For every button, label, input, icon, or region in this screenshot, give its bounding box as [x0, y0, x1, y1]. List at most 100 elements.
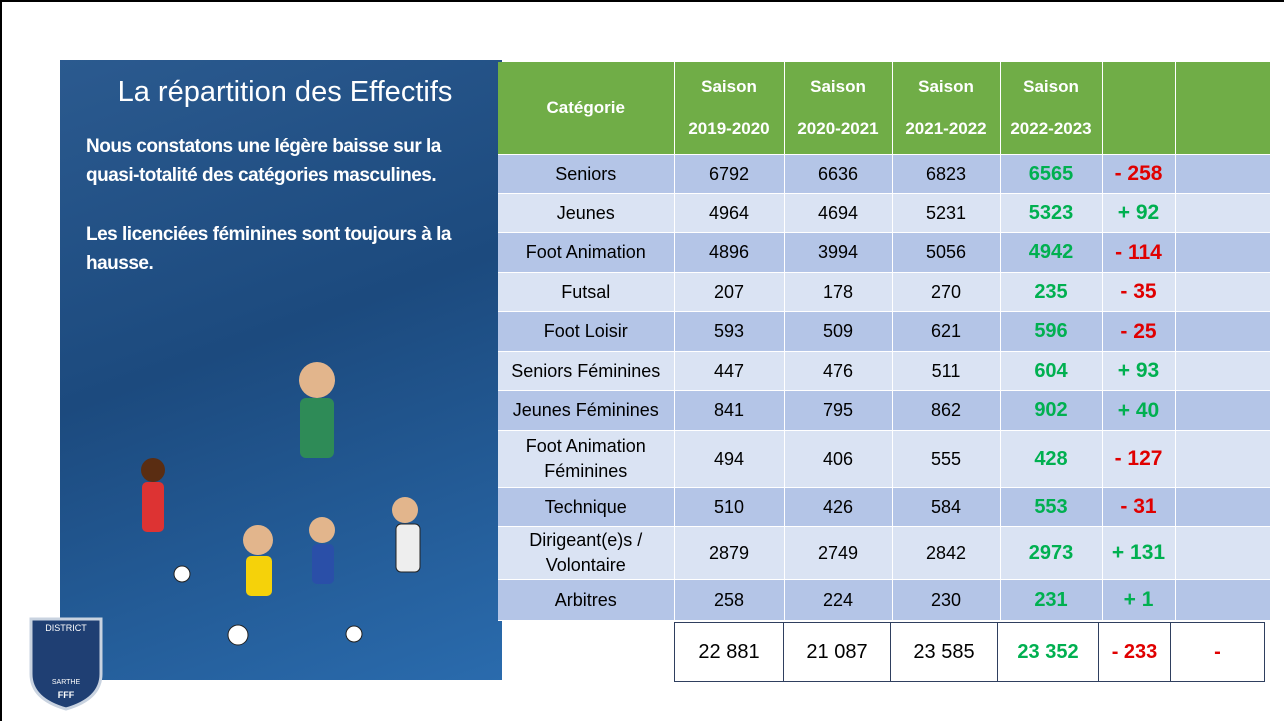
- cell: Seniors: [498, 154, 675, 194]
- row: Foot Animation 4896 3994 5056 4942- 114: [498, 232, 1271, 273]
- cell: 6565: [1000, 154, 1103, 194]
- header-text: 2020-2021: [797, 119, 879, 138]
- cell: 4896: [674, 232, 785, 273]
- cell: 593: [674, 311, 785, 352]
- cell: 476: [784, 351, 893, 391]
- cell: Jeunes: [498, 193, 675, 233]
- header-text: 2022-2023: [1010, 119, 1092, 138]
- total-cell: 21 087: [783, 622, 891, 682]
- header-cell: [1102, 62, 1176, 155]
- cell: 6792: [674, 154, 785, 194]
- cell: - 258: [1102, 154, 1176, 194]
- header-cell: Saison 2022-2023: [1000, 62, 1103, 155]
- cell: Foot Animation Féminines: [498, 430, 675, 488]
- total-cell: -: [1170, 622, 1265, 682]
- cell: [1175, 232, 1271, 273]
- cell: 406: [784, 430, 893, 488]
- illustration: [141, 362, 421, 646]
- cell: + 93: [1102, 351, 1176, 391]
- cell: 447: [674, 351, 785, 391]
- header-cell: Saison 2019-2020: [674, 62, 785, 155]
- cell: 511: [892, 351, 1001, 391]
- cell: 2842: [892, 526, 1001, 580]
- cell: 494: [674, 430, 785, 488]
- table: Catégorie Saison 2019-2020 Saison 2020-2021 S…: [498, 62, 1271, 621]
- cell: Foot Loisir: [498, 311, 675, 352]
- cell: 178: [784, 272, 893, 312]
- cell: 6823: [892, 154, 1001, 194]
- row: Arbitres 258 224 230 231 + 1: [498, 579, 1271, 621]
- cell: 553: [1000, 487, 1103, 527]
- cell: 5323: [1000, 193, 1103, 233]
- cell: [1175, 193, 1271, 233]
- cell: 841: [674, 390, 785, 431]
- cell: 509: [784, 311, 893, 352]
- header-text: Saison: [1023, 77, 1079, 96]
- logo-shield: [29, 617, 103, 711]
- cell: Dirigeant(e)s / Volontaire: [498, 526, 675, 580]
- cell: 207: [674, 272, 785, 312]
- totals-table: 22 881 21 087 23 585 23 352- 233-: [674, 622, 1265, 682]
- cell: 5056: [892, 232, 1001, 273]
- paragraph: Les licenciées féminines sont toujours à…: [86, 224, 451, 274]
- total-cell: - 233: [1098, 622, 1171, 682]
- row: Jeunes Féminines 841 795 862 902 + 40: [498, 390, 1271, 431]
- cell: 231: [1000, 579, 1103, 621]
- cell: [1175, 351, 1271, 391]
- title: La répartition des Effectifs: [117, 76, 453, 108]
- cell: Futsal: [498, 272, 675, 312]
- row: Foot Animation Féminines 494 406 555 428- 12…: [498, 430, 1271, 488]
- cell: 4694: [784, 193, 893, 233]
- cell: - 35: [1102, 272, 1176, 312]
- cell: 555: [892, 430, 1001, 488]
- header-cell: Catégorie: [498, 62, 675, 155]
- cell: 235: [1000, 272, 1103, 312]
- cell: [1175, 390, 1271, 431]
- total-cell: 23 352: [997, 622, 1099, 682]
- cell: 3994: [784, 232, 893, 273]
- cell: 426: [784, 487, 893, 527]
- cell: + 131: [1102, 526, 1176, 580]
- row: Futsal 207 178 270 235- 35: [498, 272, 1271, 312]
- cell: 902: [1000, 390, 1103, 431]
- row: Foot Loisir 593 509 621 596- 25: [498, 311, 1271, 352]
- cell: 5231: [892, 193, 1001, 233]
- cell: [1175, 430, 1271, 488]
- cell: Jeunes Féminines: [498, 390, 675, 431]
- header-text: Saison: [918, 77, 974, 96]
- totals-row: 22 881 21 087 23 585 23 352- 233-: [674, 622, 1265, 682]
- cell: 604: [1000, 351, 1103, 391]
- cell: 596: [1000, 311, 1103, 352]
- cell: 230: [892, 579, 1001, 621]
- cell: 795: [784, 390, 893, 431]
- header-cell: Saison 2021-2022: [892, 62, 1001, 155]
- cell: 4964: [674, 193, 785, 233]
- panel: [60, 60, 502, 680]
- header-text: Catégorie: [546, 98, 625, 117]
- cell: 510: [674, 487, 785, 527]
- cell: - 31: [1102, 487, 1176, 527]
- cell: Foot Animation: [498, 232, 675, 273]
- cell: 2879: [674, 526, 785, 580]
- header-cell: [1175, 62, 1271, 155]
- cell: 2749: [784, 526, 893, 580]
- cell: [1175, 579, 1271, 621]
- total-cell: 22 881: [674, 622, 784, 682]
- header-text: 2019-2020: [688, 119, 770, 138]
- cell: 4942: [1000, 232, 1103, 273]
- cell: 2973: [1000, 526, 1103, 580]
- cell: 428: [1000, 430, 1103, 488]
- logo-bottom: FFF: [58, 690, 75, 700]
- paragraph: Nous constatons une légère baisse sur la…: [86, 136, 441, 186]
- cell: [1175, 154, 1271, 194]
- row: Seniors Féminines 447 476 511 604 + 93: [498, 351, 1271, 391]
- row: Technique 510 426 584 553- 31: [498, 487, 1271, 527]
- cell: [1175, 526, 1271, 580]
- cell: Seniors Féminines: [498, 351, 675, 391]
- cell: Technique: [498, 487, 675, 527]
- header-row: Catégorie Saison 2019-2020 Saison 2020-2021 S…: [498, 62, 1271, 155]
- header-cell: Saison 2020-2021: [784, 62, 893, 155]
- header-text: Saison: [701, 77, 757, 96]
- cell: 258: [674, 579, 785, 621]
